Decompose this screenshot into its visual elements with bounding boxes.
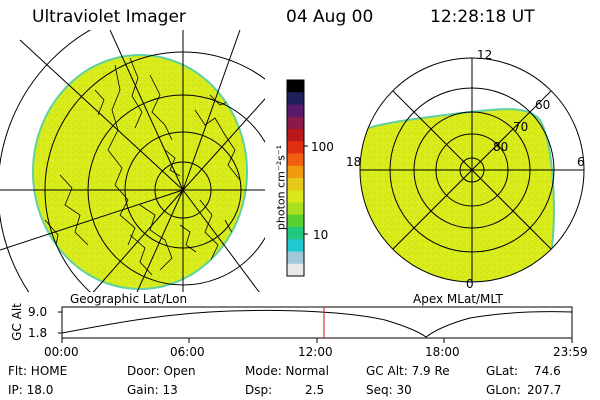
altitude-ytick-high: 9.0: [28, 305, 48, 319]
status-ip: IP: 18.0: [8, 383, 54, 397]
colorbar-segment: [287, 80, 304, 93]
mlat-label-60: 60: [535, 98, 551, 112]
colorbar-segment: [287, 263, 304, 277]
mlt-label-0: 0: [466, 277, 474, 291]
observation-date: 04 Aug 00: [286, 7, 374, 27]
altitude-xtick-0600: 06:00: [170, 345, 205, 359]
altitude-xtick-1800: 18:00: [425, 345, 460, 359]
status-flight: Flt: HOME: [8, 364, 68, 378]
mlt-label-6: 6: [577, 155, 585, 169]
colorbar-segment: [287, 104, 304, 118]
altitude-xtick-2359: 23:59: [553, 345, 588, 359]
status-dsp-label: Dsp:: [245, 383, 273, 397]
colorbar-segment: [287, 251, 304, 265]
colorbar-segment: [287, 141, 304, 154]
status-mode: Mode: Normal: [245, 364, 329, 378]
altitude-xtick-0000: 00:00: [44, 345, 79, 359]
magnetic-image-region: [360, 108, 555, 282]
colorbar-segment: [287, 165, 304, 179]
colorbar-unit-label: photon cm⁻²s⁻¹: [274, 144, 288, 231]
geographic-image-disk: [32, 54, 248, 290]
colorbar-segment: [287, 190, 304, 203]
status-gc-alt: GC Alt: 7.9 Re: [366, 364, 450, 378]
mlat-label-80: 80: [493, 140, 509, 154]
altitude-ytick-low: 1.8: [28, 326, 48, 340]
magnetic-panel: [359, 57, 585, 283]
mlt-label-18: 18: [346, 155, 362, 169]
status-glat-value: 74.6: [534, 364, 561, 378]
status-glon-value: 207.7: [527, 383, 562, 397]
instrument-title: Ultraviolet Imager: [32, 7, 186, 27]
colorbar-segment: [287, 92, 304, 105]
status-door: Door: Open: [127, 364, 196, 378]
colorbar-segment: [287, 116, 304, 130]
altitude-plot: [58, 306, 573, 343]
status-glat-label: GLat:: [486, 364, 519, 378]
magnetic-panel-label: Apex MLat/MLT: [413, 292, 503, 306]
mlat-label-70: 70: [513, 120, 529, 134]
coastlines: [44, 57, 241, 276]
observation-time: 12:28:18 UT: [430, 7, 535, 27]
geographic-meridians: [0, 30, 265, 292]
colorbar-segment: [287, 239, 304, 252]
colorbar-segment: [287, 178, 304, 191]
altitude-curve: [61, 309, 573, 338]
status-seq: Seq: 30: [366, 383, 412, 397]
colorbar-segment: [287, 153, 304, 167]
status-dsp-value: 2.5: [305, 383, 325, 397]
colorbar-tick-10: 10: [313, 228, 329, 242]
colorbar-segment: [287, 227, 304, 240]
colorbar: [286, 79, 308, 277]
status-gain: Gain: 13: [127, 383, 178, 397]
altitude-ylabel: GC Alt: [10, 303, 24, 341]
colorbar-segment: [287, 202, 304, 216]
status-glon-label: GLon:: [486, 383, 521, 397]
colorbar-segment: [287, 214, 304, 228]
mlt-meridians: [360, 58, 584, 282]
colorbar-tick-100: 100: [311, 140, 334, 154]
geographic-panel: [0, 30, 265, 292]
colorbar-segment: [287, 129, 304, 142]
mlt-label-12: 12: [477, 48, 493, 62]
geographic-panel-label: Geographic Lat/Lon: [70, 292, 188, 306]
altitude-xtick-1200: 12:00: [298, 345, 333, 359]
